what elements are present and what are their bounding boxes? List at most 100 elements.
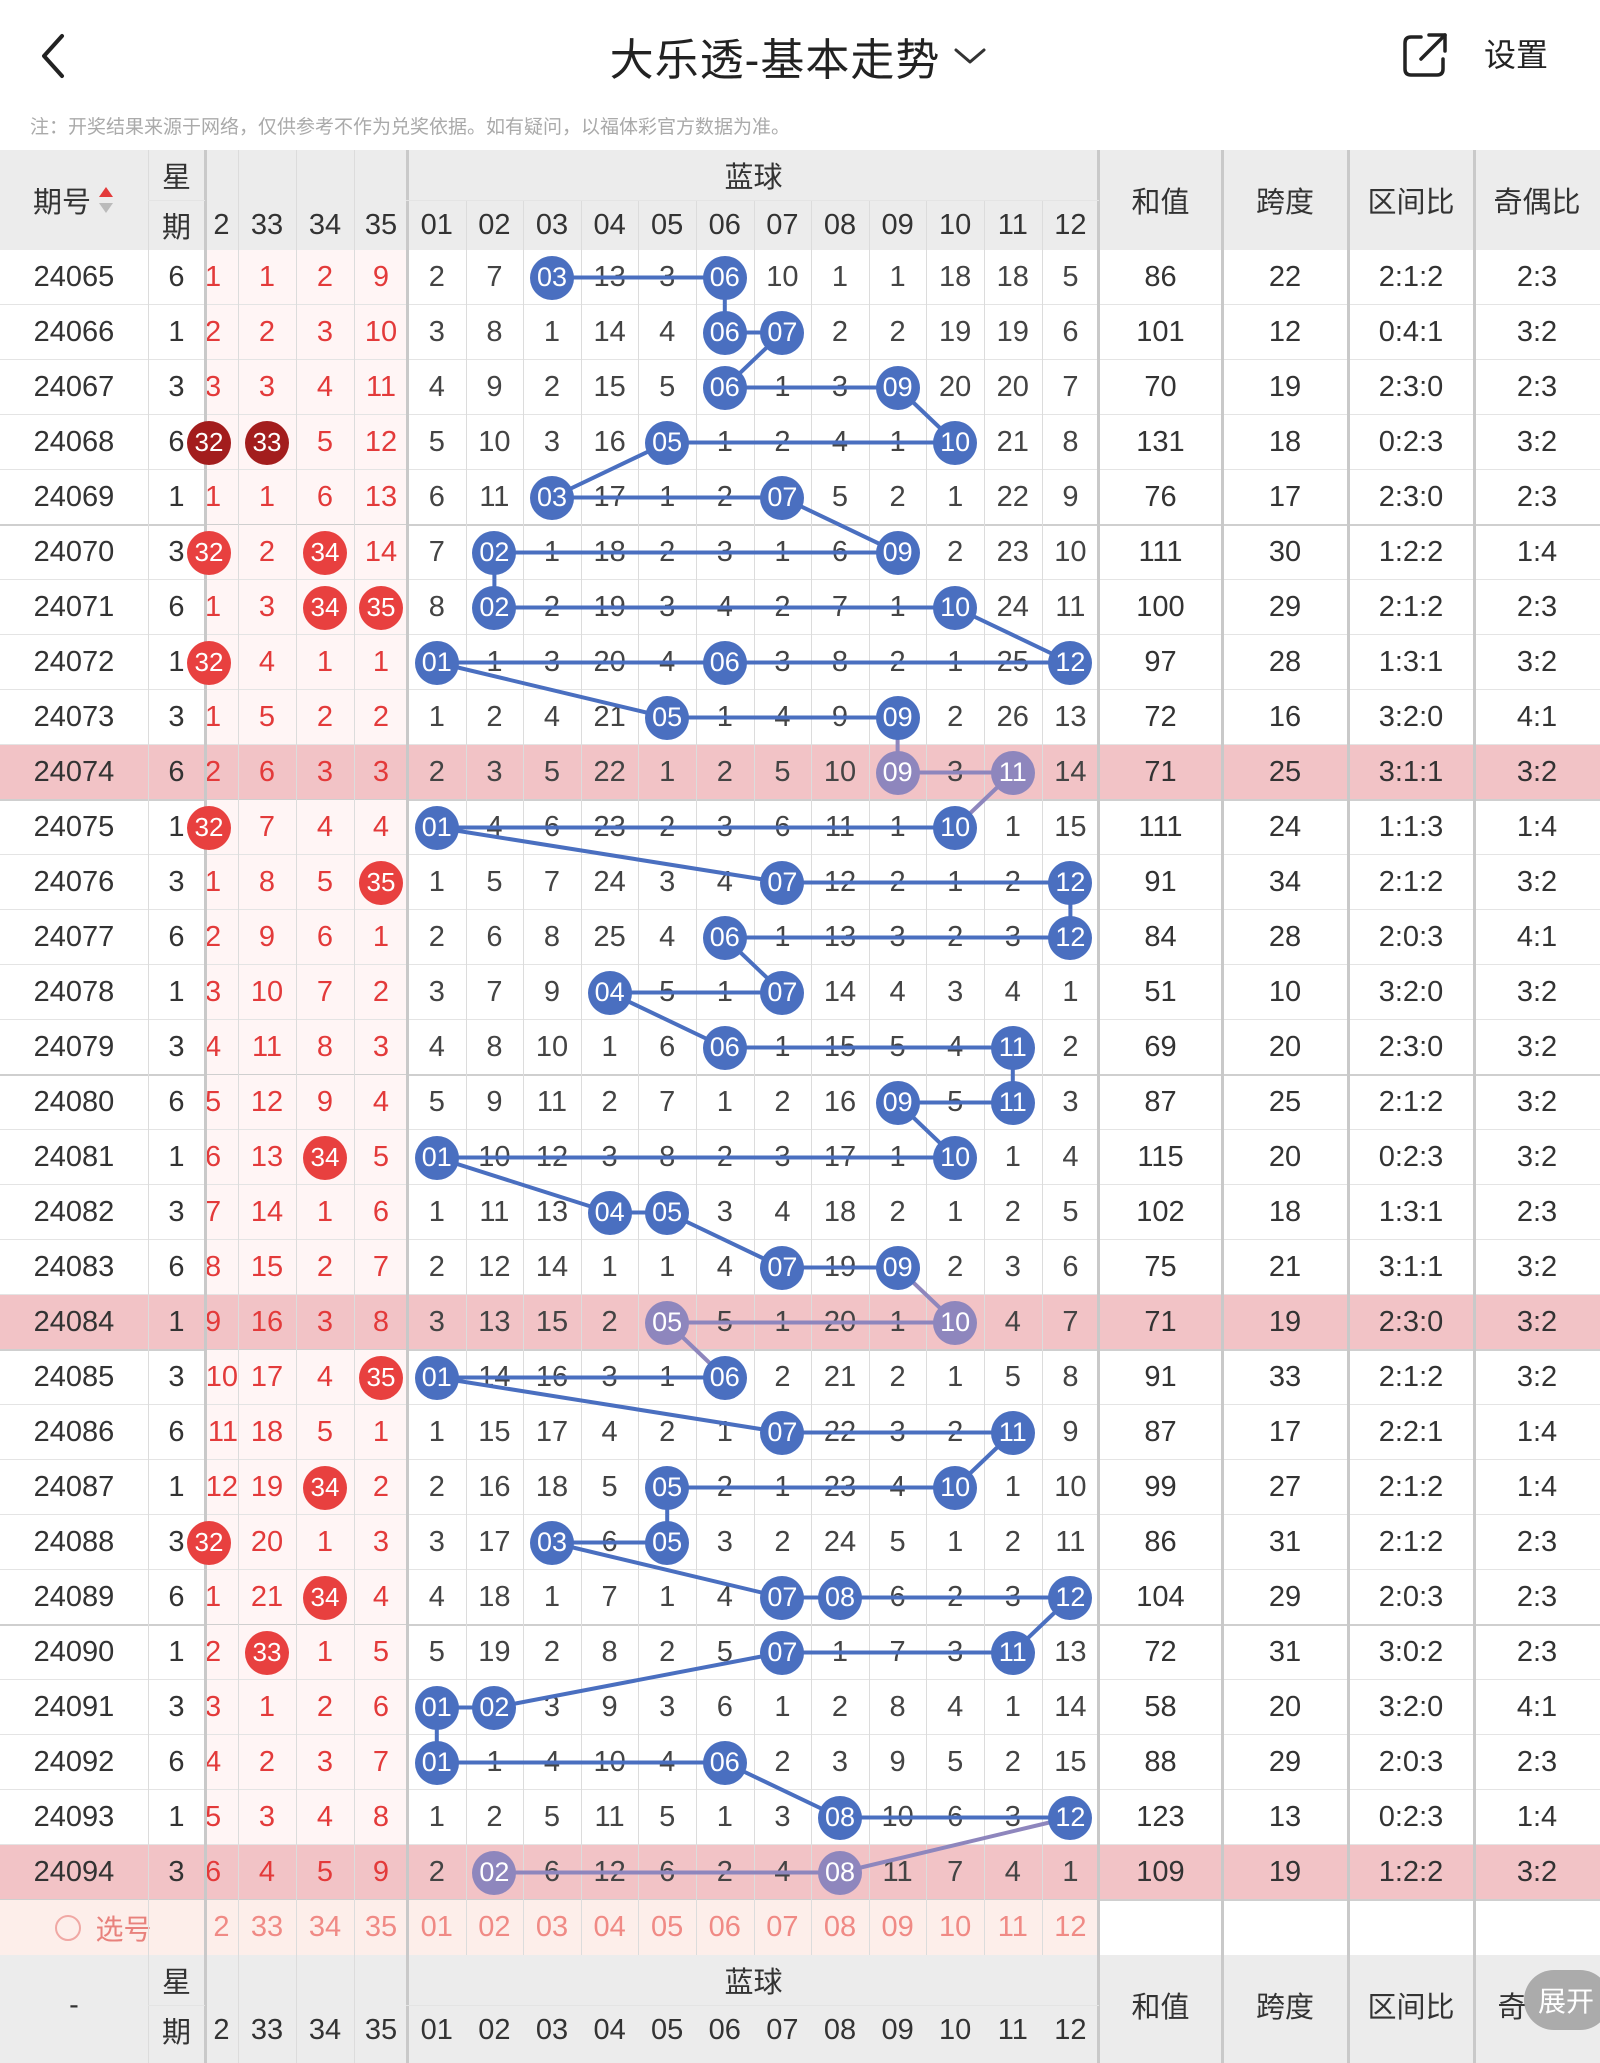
period-cell: 24070: [33, 536, 115, 568]
red-miss-cell: 12: [205, 1471, 238, 1503]
blue-ball: 01: [414, 1685, 459, 1730]
red-miss-cell: 17: [250, 1361, 284, 1393]
row-divider: [0, 1514, 1600, 1515]
blue-miss-cell: 12: [478, 1251, 511, 1283]
select-blue-number[interactable]: 06: [708, 1911, 741, 1943]
odd-even-cell: 2:3: [1516, 1636, 1558, 1668]
blue-ball: 01: [414, 640, 459, 685]
blue-miss-cell: 3: [1062, 1086, 1079, 1118]
column-divider: [753, 200, 755, 1955]
select-blue-number[interactable]: 01: [420, 1911, 453, 1943]
blue-ball-number: 11: [998, 1637, 1027, 1667]
sum-cell: 58: [1144, 1691, 1177, 1723]
select-blue-number[interactable]: 11: [997, 1911, 1028, 1943]
span-cell: 33: [1268, 1361, 1302, 1393]
blue-miss-cell: 11: [1055, 591, 1086, 623]
odd-even-cell: 3:2: [1516, 1031, 1558, 1063]
blue-miss-cell: 4: [659, 646, 676, 678]
blue-miss-cell: 2: [486, 701, 503, 733]
blue-miss-cell: 21: [823, 1361, 857, 1393]
red-miss-cell: 10: [364, 316, 398, 348]
blue-col-header: 10: [939, 208, 972, 241]
blue-ball-number: 02: [479, 592, 510, 622]
red-ball: 32: [187, 640, 231, 685]
red-miss-cell: 19: [250, 1471, 284, 1503]
blue-miss-cell: 3: [659, 866, 676, 898]
select-blue-number[interactable]: 02: [478, 1911, 511, 1943]
weekday-cell: 1: [168, 316, 185, 348]
red-miss-cell: 12: [364, 426, 398, 458]
select-blue-number[interactable]: 04: [593, 1911, 626, 1943]
blue-miss-cell: 20: [593, 646, 626, 678]
blue-miss-cell: 4: [716, 1251, 733, 1283]
red-miss-cell: 4: [316, 1361, 334, 1393]
blue-miss-cell: 5: [947, 1086, 964, 1118]
back-button[interactable]: [28, 28, 78, 84]
blue-ball-number: 02: [479, 537, 510, 567]
weekday-cell: 6: [168, 426, 185, 458]
blue-col-header: 05: [651, 208, 684, 241]
select-blue-number[interactable]: 10: [939, 1911, 972, 1943]
share-button[interactable]: [1400, 30, 1450, 80]
period-cell: 24084: [33, 1306, 115, 1338]
title-dropdown[interactable]: 大乐透-基本走势: [610, 24, 991, 88]
red-miss-cell: 3: [316, 316, 334, 348]
blue-miss-cell: 7: [889, 1636, 906, 1668]
select-blue-number[interactable]: 08: [823, 1911, 857, 1943]
sum-cell: 70: [1144, 371, 1177, 403]
red-miss-cell: 2: [205, 921, 222, 953]
column-divider: [811, 200, 813, 1955]
period-header[interactable]: 期号: [0, 150, 148, 250]
select-blue-number[interactable]: 07: [766, 1911, 799, 1943]
span-cell: 34: [1268, 866, 1302, 898]
blue-ball: 01: [414, 1740, 459, 1785]
blue-miss-cell: 3: [659, 591, 676, 623]
blue-ball-number: 11: [998, 1087, 1027, 1117]
select-blue-number[interactable]: 05: [651, 1911, 684, 1943]
red-miss-cell: 6: [372, 1196, 390, 1228]
sum-cell: 87: [1144, 1086, 1177, 1118]
select-blue-number[interactable]: 09: [881, 1911, 914, 1943]
blue-ball-number: 06: [709, 1362, 740, 1392]
blue-miss-cell: 2: [889, 646, 906, 678]
settings-button[interactable]: 设置: [1484, 37, 1549, 73]
red-miss-cell: 6: [316, 921, 334, 953]
column-divider: [638, 200, 640, 1955]
select-red-number[interactable]: 35: [364, 1911, 398, 1943]
blue-ball: 05: [645, 1520, 690, 1565]
odd-even-cell: 3:2: [1516, 1251, 1558, 1283]
blue-miss-cell: 3: [716, 1196, 733, 1228]
select-number-button[interactable]: 选号: [0, 1900, 205, 1955]
blue-miss-cell: 5: [889, 1526, 906, 1558]
odd-even-cell: 2:3: [1516, 1526, 1558, 1558]
row-divider: [0, 1569, 1600, 1570]
select-blue-number[interactable]: 12: [1054, 1911, 1087, 1943]
footer-period-header: -: [69, 1988, 79, 2021]
blue-miss-cell: 3: [716, 536, 733, 568]
blue-miss-cell: 6: [1062, 316, 1079, 348]
red-miss-cell: 1: [372, 1416, 390, 1448]
select-red-number[interactable]: 34: [308, 1911, 342, 1943]
top-bar: 大乐透-基本走势 设置: [0, 0, 1600, 112]
expand-button[interactable]: 展开: [1524, 1970, 1600, 2030]
select-red-number[interactable]: 33: [250, 1911, 284, 1943]
red-miss-cell: 1: [316, 1636, 334, 1668]
select-blue-number[interactable]: 03: [535, 1911, 569, 1943]
blue-miss-cell: 1: [947, 1361, 964, 1393]
select-red-number[interactable]: 2: [213, 1911, 230, 1943]
red-miss-cell: 1: [205, 1581, 222, 1613]
blue-miss-cell: 13: [535, 1196, 569, 1228]
red-miss-cell: 2: [316, 1691, 334, 1723]
blue-miss-cell: 9: [1062, 481, 1079, 513]
blue-miss-cell: 2: [947, 921, 964, 953]
red-ball-number: 32: [194, 1527, 224, 1557]
period-cell: 24068: [33, 426, 115, 458]
blue-ball-number: 02: [479, 1692, 510, 1722]
footer-zone-ratio-header: 区间比: [1367, 1992, 1455, 2024]
blue-ball-number: 01: [421, 1692, 452, 1722]
sum-cell: 51: [1144, 976, 1177, 1008]
table-footer-header: [0, 1955, 1600, 2063]
sum-cell: 76: [1144, 481, 1177, 513]
blue-ball-number: 05: [652, 1307, 683, 1337]
row-divider: [0, 1019, 1600, 1020]
